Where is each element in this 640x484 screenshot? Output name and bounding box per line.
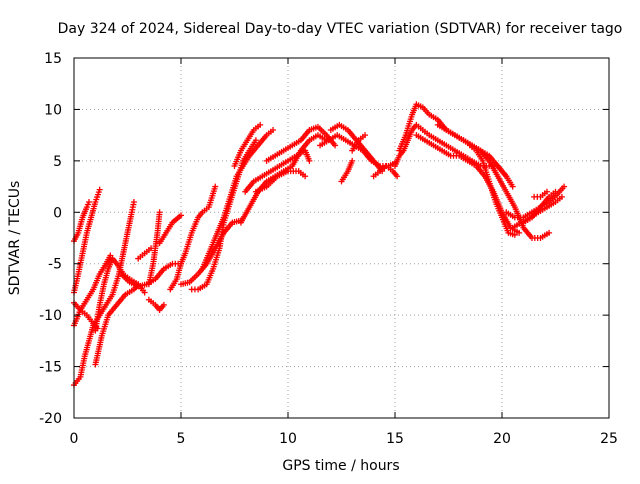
data-point bbox=[257, 121, 264, 128]
data-point bbox=[511, 231, 518, 238]
data-series bbox=[370, 163, 401, 180]
data-point bbox=[561, 183, 568, 190]
data-point bbox=[302, 173, 309, 180]
data-series bbox=[413, 132, 523, 236]
data-point bbox=[178, 212, 184, 219]
y-tick-label: 5 bbox=[53, 154, 62, 170]
data-points bbox=[71, 101, 568, 389]
x-axis-label: GPS time / hours bbox=[282, 458, 399, 474]
data-series bbox=[167, 183, 219, 293]
data-point bbox=[107, 252, 114, 259]
x-tick-label: 5 bbox=[177, 431, 186, 447]
y-tick-label: 10 bbox=[44, 102, 62, 118]
data-point bbox=[558, 193, 565, 200]
data-point bbox=[252, 137, 259, 144]
data-point bbox=[270, 127, 277, 133]
axis-ticks: 0 5 10 15 20 25 -20 -15 -10 -5 0 5 10 15 bbox=[39, 51, 618, 447]
data-point bbox=[306, 157, 313, 164]
plot-frame bbox=[73, 57, 610, 419]
data-point bbox=[160, 301, 167, 308]
data-point bbox=[212, 183, 219, 190]
data-series bbox=[92, 281, 142, 368]
data-series bbox=[118, 260, 184, 290]
data-point bbox=[509, 183, 516, 190]
y-tick-label: -10 bbox=[39, 308, 62, 324]
data-point bbox=[332, 142, 339, 149]
data-series bbox=[71, 252, 114, 329]
y-tick-label: -5 bbox=[48, 257, 62, 273]
data-series bbox=[156, 212, 184, 247]
x-tick-label: 0 bbox=[70, 431, 79, 447]
data-series bbox=[237, 132, 330, 226]
y-tick-label: -20 bbox=[39, 411, 62, 427]
y-tick-label: 0 bbox=[53, 205, 62, 221]
data-series bbox=[71, 199, 137, 389]
x-tick-label: 10 bbox=[279, 431, 297, 447]
y-tick-label: 15 bbox=[44, 51, 62, 67]
data-series bbox=[466, 142, 518, 238]
data-point bbox=[362, 132, 369, 139]
data-series bbox=[396, 101, 516, 190]
data-point bbox=[546, 229, 553, 236]
y-tick-label: -15 bbox=[39, 360, 62, 376]
data-point bbox=[141, 289, 148, 296]
chart-title: Day 324 of 2024, Sidereal Day-to-day VTE… bbox=[58, 21, 623, 37]
data-series bbox=[531, 188, 550, 200]
data-point bbox=[394, 173, 401, 180]
data-series bbox=[199, 127, 277, 272]
data-series bbox=[145, 296, 167, 313]
data-point bbox=[130, 199, 137, 205]
data-series bbox=[338, 157, 356, 185]
data-point bbox=[552, 188, 559, 195]
data-series bbox=[434, 121, 553, 241]
data-point bbox=[96, 186, 103, 193]
data-series bbox=[503, 188, 559, 221]
data-series bbox=[71, 186, 103, 296]
grid-lines bbox=[74, 58, 609, 418]
y-axis-label: SDTVAR / TECUs bbox=[7, 181, 23, 296]
x-tick-label: 15 bbox=[386, 431, 404, 447]
data-series bbox=[263, 123, 339, 164]
data-series bbox=[231, 121, 264, 169]
data-point bbox=[543, 188, 550, 195]
x-tick-label: 20 bbox=[493, 431, 511, 447]
data-point bbox=[85, 199, 92, 205]
data-point bbox=[516, 229, 523, 236]
data-series bbox=[349, 132, 369, 154]
data-point bbox=[156, 209, 163, 216]
data-point bbox=[349, 157, 356, 164]
x-tick-label: 25 bbox=[600, 431, 618, 447]
